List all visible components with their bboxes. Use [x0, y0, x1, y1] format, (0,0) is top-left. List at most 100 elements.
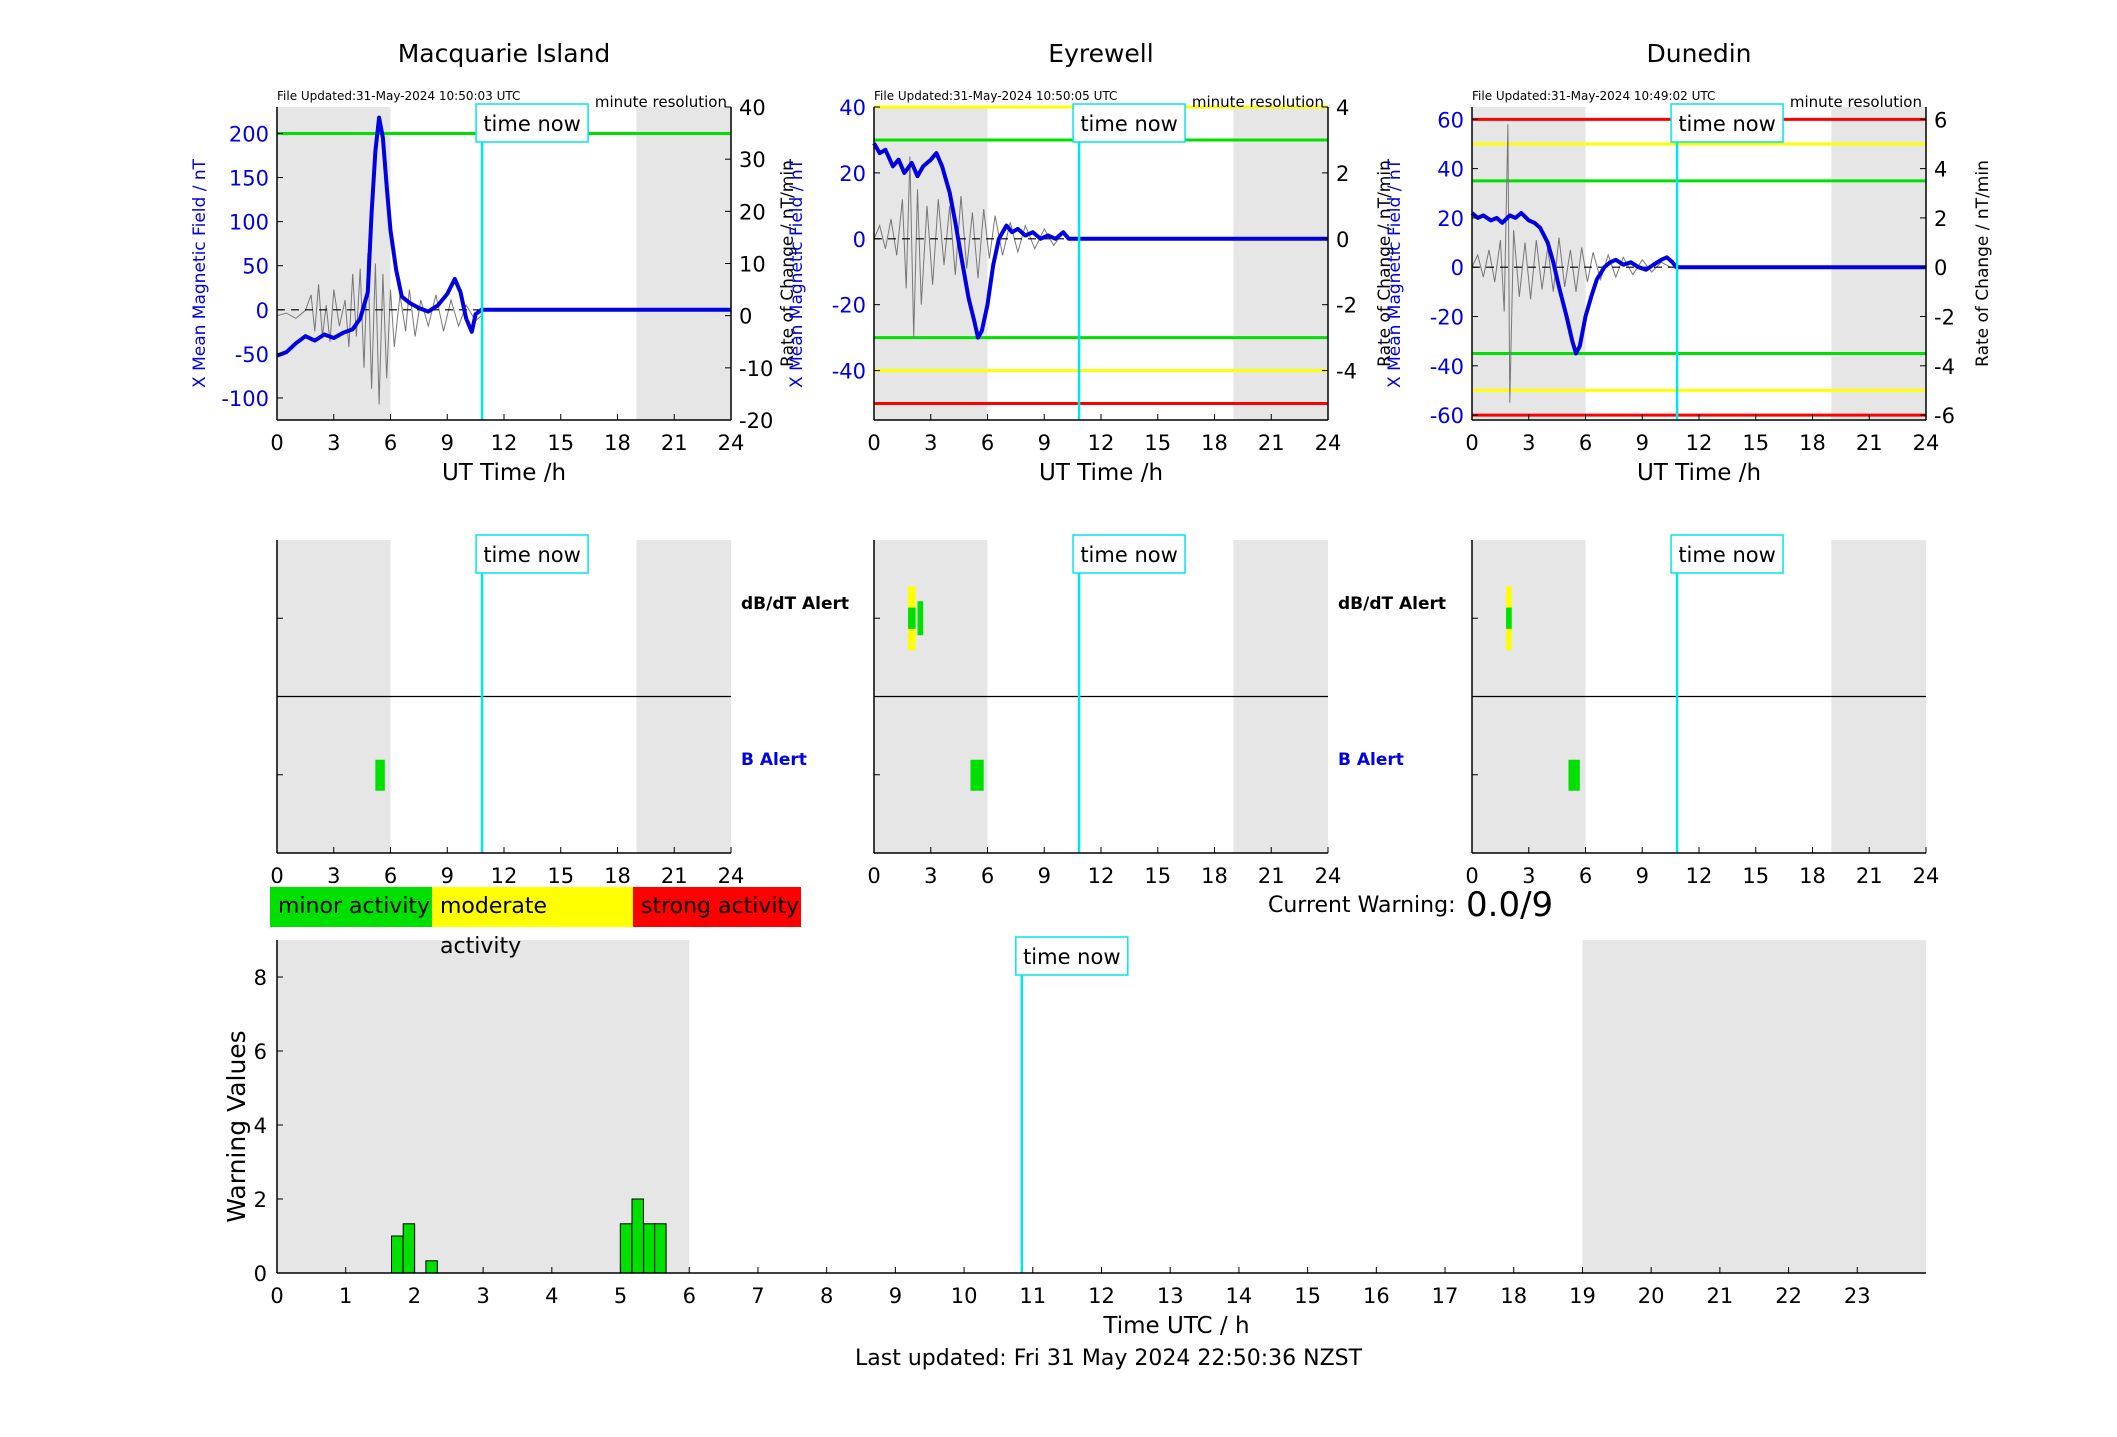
x-tick-label: 9	[441, 864, 454, 888]
right-tick-label: 0	[739, 305, 752, 329]
x-axis-label: UT Time /h	[1637, 460, 1761, 486]
left-tick-label: -40	[832, 360, 866, 384]
right-tick-label: -20	[739, 409, 773, 433]
time-now-label: time now	[1080, 543, 1177, 567]
x-tick-label: 21	[1707, 1284, 1734, 1308]
left-tick-label: 60	[1437, 108, 1464, 132]
right-tick-label: -4	[1336, 360, 1357, 384]
x-tick-label: 9	[1038, 431, 1051, 455]
x-tick-label: 19	[1569, 1284, 1596, 1308]
right-tick-label: 40	[739, 96, 766, 120]
left-axis-label: X Mean Magnetic Field / nT	[1385, 158, 1405, 388]
legend-strong-activity: strong activity	[633, 887, 801, 927]
db-alert-bar	[908, 607, 916, 629]
x-tick-label: 24	[718, 431, 745, 455]
b-alert-label: B Alert	[1338, 750, 1404, 770]
left-tick-label: -20	[1430, 305, 1464, 329]
file-updated: File Updated:31-May-2024 10:50:03 UTC	[277, 89, 520, 103]
x-tick-label: 16	[1363, 1284, 1390, 1308]
x-tick-label: 3	[924, 431, 937, 455]
x-tick-label: 12	[1686, 864, 1713, 888]
db-alert-bar	[917, 601, 924, 636]
time-now-label: time now	[483, 112, 580, 136]
x-tick-label: 21	[661, 431, 688, 455]
left-tick-label: 100	[229, 211, 269, 235]
x-axis-label: Time UTC / h	[1102, 1313, 1249, 1339]
legend-moderate-activity: moderate activity	[432, 887, 633, 959]
warning-bar	[391, 1235, 404, 1274]
right-axis-label: Rate of Change / nT/min	[778, 160, 798, 367]
warning-bar	[425, 1260, 438, 1274]
x-tick-label: 15	[1144, 864, 1171, 888]
right-axis-label: Rate of Change / nT/min	[1375, 160, 1395, 367]
x-tick-label: 12	[1088, 1284, 1115, 1308]
legend-minor-label: minor activity	[278, 894, 431, 919]
left-tick-label: 0	[1451, 256, 1464, 280]
x-tick-label: 0	[270, 1284, 283, 1308]
resolution-label: minute resolution	[1192, 93, 1324, 111]
x-tick-label: 18	[1799, 864, 1826, 888]
y-tick-label: 0	[254, 1262, 267, 1286]
right-tick-label: 20	[739, 200, 766, 224]
left-tick-label: 0	[256, 299, 269, 323]
right-tick-label: 0	[1934, 256, 1947, 280]
db-alert-bar	[908, 586, 916, 608]
left-tick-label: 20	[1437, 207, 1464, 231]
x-tick-label: 24	[1315, 431, 1342, 455]
time-now-box	[1072, 103, 1186, 143]
x-tick-label: 21	[661, 864, 688, 888]
x-tick-label: 0	[270, 431, 283, 455]
time-now-box	[475, 103, 589, 143]
y-tick-label: 4	[254, 1114, 267, 1138]
x-tick-label: 18	[1500, 1284, 1527, 1308]
x-tick-label: 12	[491, 431, 518, 455]
right-tick-label: 4	[1934, 158, 1947, 182]
x-tick-label: 24	[1913, 431, 1940, 455]
x-tick-label: 6	[683, 1284, 696, 1308]
night-shading	[1582, 940, 1926, 1273]
night-shading	[636, 107, 731, 420]
night-shading	[277, 940, 690, 1273]
time-now-label: time now	[483, 543, 580, 567]
x-tick-label: 20	[1638, 1284, 1665, 1308]
left-tick-label: -60	[1430, 404, 1464, 428]
x-tick-label: 23	[1844, 1284, 1871, 1308]
x-tick-label: 13	[1157, 1284, 1184, 1308]
right-tick-label: -2	[1336, 294, 1357, 318]
x-tick-label: 15	[547, 864, 574, 888]
left-tick-label: 50	[242, 255, 269, 279]
db-alert-bar	[1506, 628, 1512, 651]
right-tick-label: 30	[739, 148, 766, 172]
left-tick-label: 40	[839, 96, 866, 120]
right-tick-label: 4	[1336, 96, 1349, 120]
last-updated: Last updated: Fri 31 May 2024 22:50:36 N…	[855, 1346, 1363, 1371]
left-tick-label: -50	[235, 343, 269, 367]
x-tick-label: 24	[1913, 864, 1940, 888]
legend-strong-label: strong activity	[641, 894, 800, 919]
x-tick-label: 4	[545, 1284, 558, 1308]
right-tick-label: 2	[1336, 162, 1349, 186]
legend-minor-activity: minor activity	[270, 887, 432, 927]
field-line	[872, 142, 1328, 340]
time-now-box	[1670, 103, 1784, 143]
y-tick-label: 8	[254, 966, 267, 990]
x-tick-label: 9	[889, 1284, 902, 1308]
x-tick-label: 24	[718, 864, 745, 888]
right-tick-label: 10	[739, 253, 766, 277]
x-axis-label: UT Time /h	[442, 460, 566, 486]
resolution-label: minute resolution	[1790, 93, 1922, 111]
x-tick-label: 6	[384, 431, 397, 455]
x-tick-label: 10	[951, 1284, 978, 1308]
night-shading	[1233, 107, 1328, 420]
x-tick-label: 7	[751, 1284, 764, 1308]
station-title: Eyrewell	[1048, 39, 1153, 68]
left-tick-label: -40	[1430, 355, 1464, 379]
right-tick-label: 0	[1336, 228, 1349, 252]
x-tick-label: 6	[384, 864, 397, 888]
time-now-box	[1015, 936, 1129, 976]
night-shading	[277, 107, 391, 420]
